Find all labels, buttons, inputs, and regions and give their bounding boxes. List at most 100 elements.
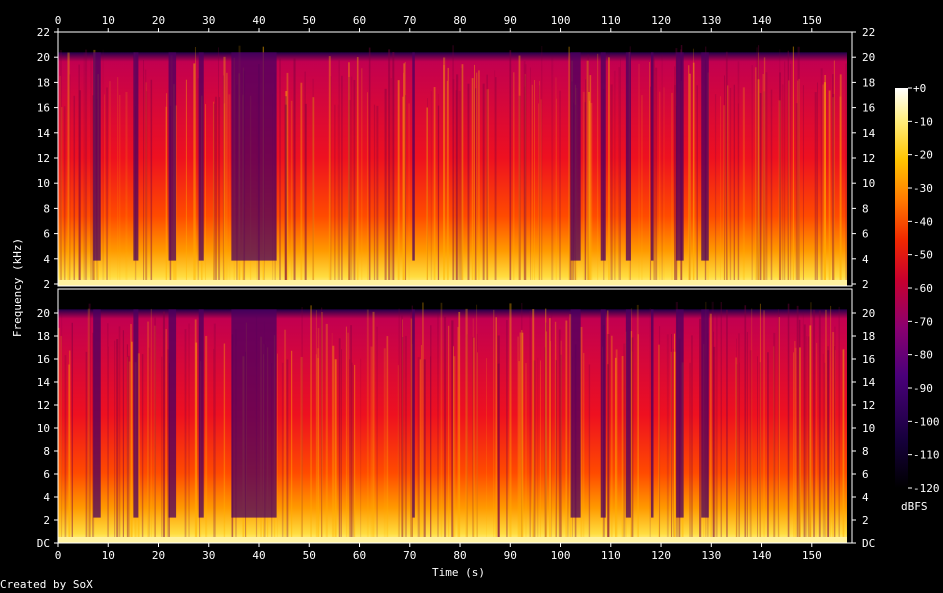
- y-tick-label-left: 18: [37, 76, 50, 89]
- spectrogram-streak: [310, 305, 312, 543]
- y-tick-label-left: 4: [43, 491, 50, 504]
- spectrogram-streak: [834, 350, 836, 543]
- spectrogram-streak: [213, 103, 215, 286]
- y-tick-label-left: 22: [37, 26, 50, 39]
- spectrogram-streak: [402, 96, 405, 286]
- spectrogram-streak: [404, 95, 407, 286]
- spectrogram-streak: [411, 305, 413, 543]
- spectrogram-streak: [300, 82, 303, 287]
- spectrogram-streak: [523, 61, 526, 286]
- spectrogram-streak: [537, 357, 539, 543]
- spectrogram-streak: [799, 347, 801, 543]
- spectrogram-streak: [607, 364, 609, 543]
- spectrogram-streak: [713, 331, 714, 543]
- spectrogram-streak: [361, 68, 363, 286]
- spectrogram-streak: [444, 316, 447, 543]
- x-tick-label-bottom: 140: [752, 549, 772, 562]
- spectrogram-streak: [790, 63, 792, 287]
- spectrogram-streak: [284, 329, 287, 543]
- spectrogram-streak: [60, 335, 62, 543]
- spectrogram-streak: [779, 72, 781, 287]
- colorbar-tick-label: -70: [913, 315, 933, 328]
- spectrogram-streak: [495, 317, 497, 543]
- spectrogram-streak: [827, 350, 830, 543]
- spectrogram-streak: [763, 310, 765, 543]
- spectrogram-streak: [663, 87, 665, 286]
- spectrogram-streak: [770, 89, 773, 286]
- spectrogram-low-band: [58, 280, 847, 286]
- spectrogram-streak: [392, 51, 395, 286]
- spectrogram-quiet-gap: [570, 309, 581, 518]
- spectrogram-streak: [832, 74, 834, 286]
- spectrogram-streak: [167, 349, 170, 543]
- spectrogram-streak: [818, 310, 821, 543]
- spectrogram-streak: [401, 337, 404, 543]
- spectrogram-streak: [559, 90, 561, 286]
- spectrogram-quiet-gap: [168, 52, 177, 261]
- spectrogram-streak: [613, 70, 616, 286]
- spectrogram-streak: [354, 364, 356, 543]
- spectrogram-streak: [108, 346, 109, 543]
- spectrogram-streak: [555, 360, 557, 543]
- spectrogram-streak: [143, 59, 144, 286]
- plot-frame-channel-1: [57, 31, 853, 287]
- spectrogram-streak: [620, 58, 621, 287]
- spectrogram-streak: [215, 96, 217, 286]
- spectrogram-streak: [813, 309, 816, 543]
- spectrogram-streak: [376, 105, 379, 286]
- y-tick-label-right: 18: [862, 76, 875, 89]
- spectrogram-streak: [88, 303, 91, 543]
- spectrogram-streak: [437, 105, 440, 286]
- spectrogram-streak: [671, 334, 672, 543]
- spectrogram-streak: [403, 63, 406, 287]
- spectrogram-streak: [495, 77, 497, 287]
- spectrogram-streak: [544, 347, 546, 543]
- y-tick-label-left: 8: [43, 445, 50, 458]
- spectrogram-streak: [588, 364, 591, 543]
- y-tick-label-right: 6: [862, 228, 869, 241]
- spectrogram-streak: [569, 314, 572, 543]
- y-tick-label-left: 6: [43, 228, 50, 241]
- spectrogram-streak: [119, 94, 121, 286]
- spectrogram-streak: [87, 308, 90, 543]
- spectrogram-streak: [817, 82, 818, 286]
- spectrogram-streak: [301, 307, 303, 543]
- spectrogram-streak: [523, 86, 526, 286]
- spectrogram-streak: [545, 322, 547, 543]
- colorbar-tick-label: -90: [913, 382, 933, 395]
- x-tick-label-bottom: 100: [551, 549, 571, 562]
- spectrogram-quiet-gap: [231, 52, 277, 261]
- spectrogram-streak: [641, 95, 643, 287]
- spectrogram-streak: [130, 324, 133, 543]
- spectrogram-streak: [816, 342, 818, 543]
- spectrogram-streak: [638, 63, 640, 286]
- spectrogram-streak: [482, 83, 485, 286]
- spectrogram-streak: [827, 346, 830, 543]
- spectrogram-streak: [338, 60, 340, 287]
- spectrogram-streak: [497, 363, 500, 543]
- spectrogram-streak: [713, 346, 716, 543]
- spectrogram-streak: [779, 49, 781, 286]
- spectrogram-streak: [830, 305, 832, 543]
- spectrogram-streak: [793, 352, 794, 543]
- spectrogram-streak: [751, 308, 753, 543]
- spectrogram-streak: [325, 323, 328, 543]
- spectrogram-streak: [738, 333, 740, 543]
- spectrogram-streak: [823, 362, 826, 543]
- spectrogram-streak: [223, 343, 226, 543]
- spectrogram-streak: [85, 49, 88, 287]
- spectrogram-streak: [165, 106, 167, 286]
- spectrogram-streak: [443, 65, 445, 286]
- spectrogram-streak: [585, 79, 587, 286]
- spectrogram-streak: [569, 53, 572, 287]
- y-tick-label-left: 14: [37, 376, 51, 389]
- spectrogram-streak: [794, 347, 797, 543]
- spectrogram-streak: [131, 341, 133, 543]
- spectrogram-streak: [403, 72, 405, 286]
- spectrogram-streak: [735, 357, 737, 543]
- spectrogram-streak: [759, 93, 762, 286]
- spectrogram-streak: [802, 85, 804, 286]
- spectrogram-streak: [597, 53, 599, 287]
- spectrogram-streak: [757, 45, 760, 286]
- spectrogram-streak: [714, 94, 717, 286]
